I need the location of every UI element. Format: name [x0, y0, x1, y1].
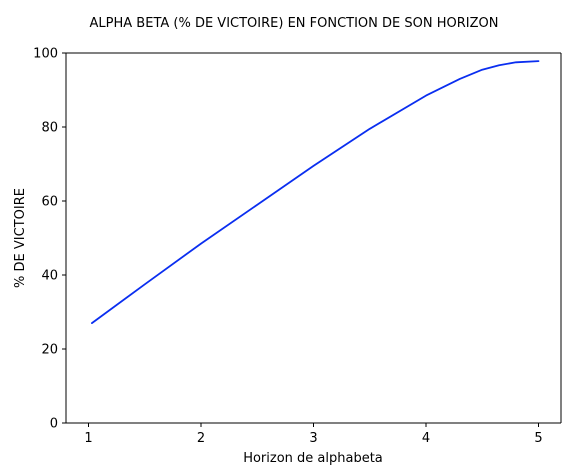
y-tick-label: 60 — [41, 195, 58, 210]
y-tick-label: 0 — [50, 417, 58, 432]
x-tick-label: 1 — [84, 431, 92, 446]
x-axis-label: Horizon de alphabeta — [243, 451, 383, 466]
ticks-layer: 1 2 3 4 5 0 20 40 60 80 100 — [33, 47, 542, 447]
x-tick-label: 5 — [534, 431, 542, 446]
plot-area — [66, 53, 561, 423]
x-tick-label: 4 — [422, 431, 430, 446]
chart-title: ALPHA BETA (% DE VICTOIRE) EN FONCTION D… — [89, 16, 499, 31]
y-tick-label: 100 — [33, 47, 58, 62]
x-tick-label: 3 — [309, 431, 317, 446]
series-line — [91, 60, 540, 325]
x-tick-label: 2 — [197, 431, 205, 446]
y-axis-label: % DE VICTOIRE — [13, 188, 28, 288]
y-tick-label: 80 — [41, 121, 58, 136]
series-layer — [91, 60, 540, 325]
y-tick-label: 20 — [41, 343, 58, 358]
y-tick-label: 40 — [41, 269, 58, 284]
